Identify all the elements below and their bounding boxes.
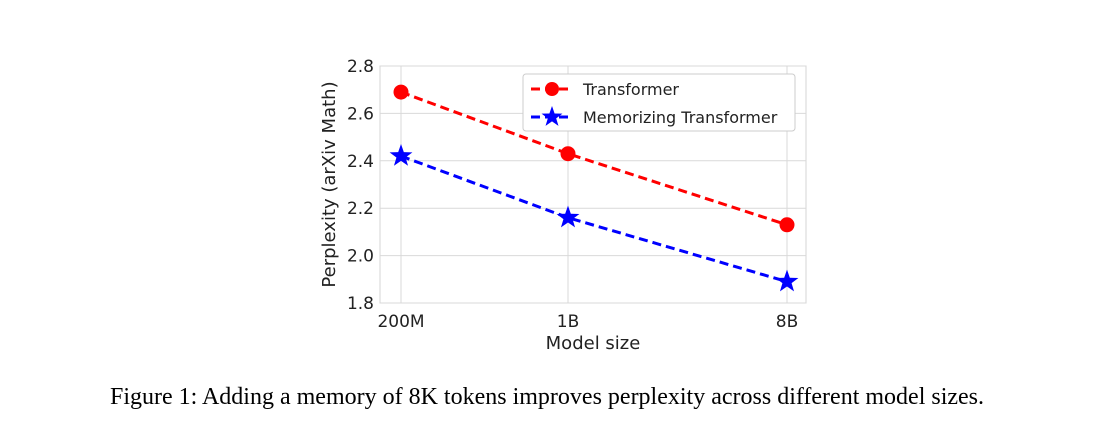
y-tick-label: 2.2: [347, 199, 374, 219]
series-line-0: [400, 90, 788, 227]
data-point-circle: [393, 84, 409, 100]
y-tick-label: 2.4: [347, 152, 374, 172]
figure-caption: Figure 1: Adding a memory of 8K tokens i…: [109, 384, 985, 410]
legend: Transformer Memorizing Transformer: [522, 73, 796, 132]
legend-marker-memorizing-transformer: [541, 106, 563, 126]
y-tick-label: 2.6: [347, 104, 374, 124]
y-tick-label: 1.8: [347, 294, 374, 314]
y-tick-label: 2.8: [347, 57, 374, 77]
series-line-1: [400, 154, 788, 284]
legend-frame: [522, 73, 796, 132]
x-tick-labels: 200M 1B 8B: [377, 312, 798, 332]
data-point-star: [389, 144, 413, 166]
series-group: [389, 84, 799, 292]
x-tick-label: 8B: [776, 312, 798, 332]
data-point-star: [556, 205, 580, 228]
data-point-star: [775, 269, 799, 292]
data-point-circle: [560, 146, 576, 162]
data-point-circle: [779, 217, 795, 233]
y-tick-label: 2.0: [347, 247, 374, 267]
legend-marker-transformer: [545, 82, 559, 96]
legend-label-memorizing-transformer: Memorizing Transformer: [583, 108, 778, 127]
x-tick-label: 1B: [557, 312, 579, 332]
chart: 1.8 2.0 2.2 2.4 2.6 2.8 200M 1B 8B Model size P…: [319, 57, 807, 354]
x-axis-label: Model size: [546, 333, 641, 354]
y-tick-labels: 1.8 2.0 2.2 2.4 2.6 2.8: [347, 57, 374, 314]
y-axis-label: Perplexity (arXiv Math): [319, 81, 340, 287]
x-tick-label: 200M: [377, 312, 424, 332]
legend-label-transformer: Transformer: [582, 80, 679, 99]
